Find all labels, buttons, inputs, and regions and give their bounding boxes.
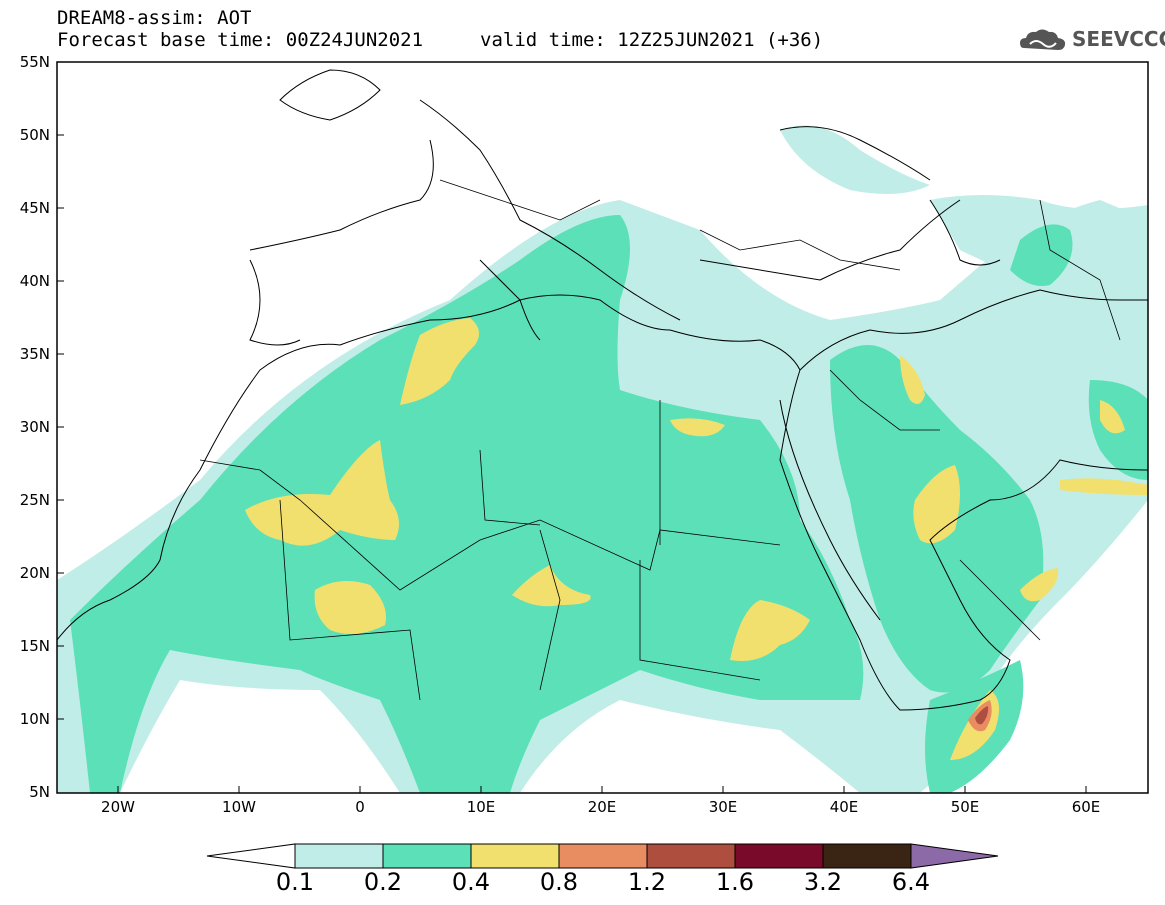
colorbar-label: 0.4 [451,868,491,896]
colorbar [206,843,999,869]
aot-layer-0-4-algeria [400,318,479,405]
aot-layer-0-4-chad [512,565,591,607]
coastlines [57,69,1148,711]
logo-text: SEEVCCC [1072,27,1165,51]
lon-tick-label: 10W [222,798,256,816]
lat-tick-label: 25N [19,491,50,509]
map-tick-marks [57,61,1087,793]
aot-layer-0-4-iraq [900,355,925,404]
lon-tick-label: 30E [708,798,738,816]
colorbar-box-2 [382,843,472,869]
colorbar-label: 0.8 [539,868,579,896]
aot-layer-0-4-egypt [670,418,725,437]
colorbar-label: 0.1 [275,868,315,896]
forecast-base-time: Forecast base time: 00Z24JUN2021 [57,29,424,51]
colorbar-box-4 [558,843,648,869]
lon-tick-label: 20W [101,798,135,816]
colorbar-label: 1.6 [715,868,755,896]
aot-layer-0-4-saudi [913,465,960,544]
lon-tick-label: 60E [1071,798,1101,816]
colorbar-box-5 [646,843,736,869]
aot-layer-0-4-gulf [1060,478,1148,495]
aot-layer-0-1-north [780,125,930,194]
colorbar-box-1 [294,843,384,869]
lon-tick-label: 50E [950,798,980,816]
lat-tick-label: 30N [19,418,50,436]
lat-tick-label: 55N [19,53,50,71]
aot-layer-0-4-pakistan [1100,400,1125,434]
country-borders [199,179,1121,701]
lat-tick-label: 45N [19,199,50,217]
lat-tick-label: 20N [19,564,50,582]
lon-tick-label: 0 [355,798,365,816]
aot-layer-0-4-mali [314,581,386,634]
aot-layer-0-2 [70,215,864,793]
aot-layer-0-4-oman [1020,568,1059,602]
aot-layer-0-4-sudan [730,600,810,661]
colorbar-label: 1.2 [627,868,667,896]
aot-layer-0-4-west [245,440,399,546]
cloud-logo-icon [1020,29,1066,50]
colorbar-box-7 [822,843,912,869]
lat-tick-label: 10N [19,710,50,728]
lat-tick-label: 15N [19,637,50,655]
lat-tick-label: 40N [19,272,50,290]
lat-tick-label: 50N [19,126,50,144]
map-title: DREAM8-assim: AOT [57,7,252,29]
colorbar-box-6 [734,843,824,869]
colorbar-arrow-low [206,843,296,869]
valid-time: valid time: 12Z25JUN2021 (+36) [480,29,824,51]
lat-tick-label: 5N [29,783,50,801]
lon-tick-label: 20E [587,798,617,816]
colorbar-label: 3.2 [803,868,843,896]
lon-tick-label: 10E [466,798,496,816]
aot-layer-1-2 [975,706,989,725]
lon-tick-label: 40E [829,798,859,816]
colorbar-label: 6.4 [891,868,931,896]
colorbar-arrow-high [910,843,999,869]
colorbar-label: 0.2 [363,868,403,896]
aot-layer-0-2-iran [1010,224,1073,286]
lat-tick-label: 35N [19,345,50,363]
colorbar-box-3 [470,843,560,869]
